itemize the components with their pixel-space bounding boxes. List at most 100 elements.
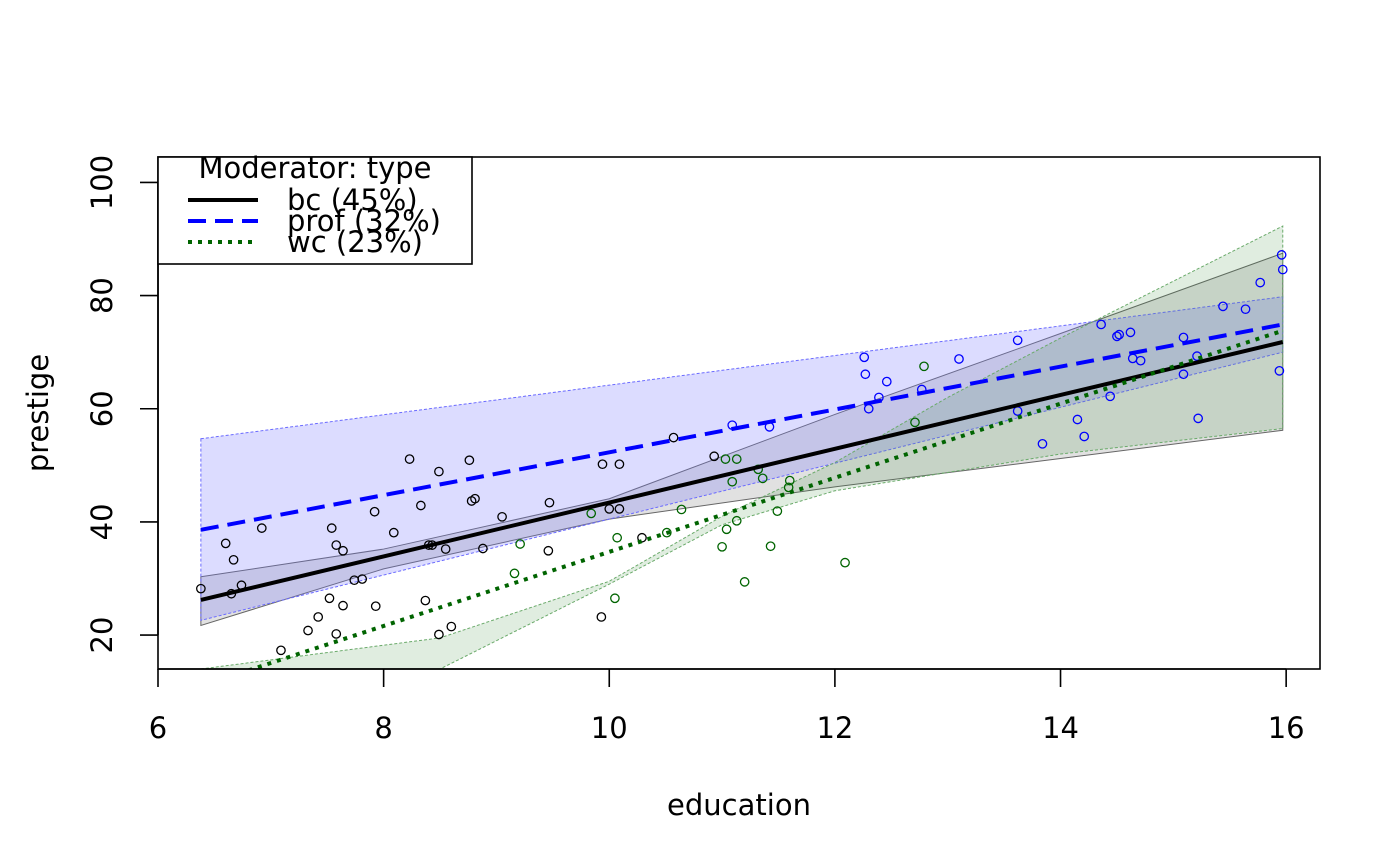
point-bc [228,554,239,565]
point-bc [220,538,231,549]
point-wc [757,473,768,484]
point-wc [720,454,731,464]
point-prof [1135,355,1146,366]
y-axis-label: prestige [21,354,55,472]
point-wc [731,515,742,526]
point-bc [434,629,444,640]
point-bc [470,493,480,504]
point-prof [1274,366,1285,376]
point-wc [676,504,687,515]
point-bc [478,543,488,554]
point-wc [721,524,732,535]
legend-label: prof (32%) [287,204,441,238]
y-tick-label: 100 [85,155,119,210]
point-wc [612,532,623,543]
x-tick-label: 8 [374,711,392,745]
point-bc [597,459,608,470]
x-tick-label: 12 [816,711,853,745]
point-bc [404,454,415,464]
x-axis: 6 8 10 12 14 16 [149,668,1305,745]
point-bc [370,601,381,612]
point-prof [1255,277,1266,288]
point-prof [1079,431,1090,442]
x-tick-label: 10 [591,711,628,745]
point-wc [586,508,597,519]
point-bc [434,466,444,477]
point-wc [910,417,920,428]
point-bc [369,506,380,517]
point-bc [331,629,342,639]
point-prof [1012,335,1023,346]
point-prof [1072,414,1083,425]
point-bc [440,544,451,554]
point-prof [1096,319,1106,330]
legend-label: wc (23%) [287,225,423,259]
point-bc [446,621,457,632]
legend-entries: bc (45%)prof (32%)wc (23%) [188,183,441,259]
point-prof [954,354,964,364]
point-bc [543,545,554,556]
band-wc [200,225,1284,669]
point-prof [1114,329,1125,340]
point-prof [859,352,870,363]
point-bc [303,625,313,636]
point-wc [772,506,783,517]
point-bc [614,459,625,470]
point-bc [596,612,607,622]
point-bc [464,455,475,466]
point-prof [1240,304,1251,315]
point-bc [326,523,337,533]
point-prof [1112,331,1122,342]
point-wc [509,568,520,579]
point-bc [637,532,647,543]
point-bc [324,593,335,604]
fit-lines [200,322,1284,669]
point-bc [709,451,720,462]
point-bc [416,500,426,511]
point-prof [1037,438,1048,449]
point-wc [717,541,727,552]
point-prof [1276,250,1287,260]
point-prof [1277,264,1288,275]
point-wc [727,476,738,487]
point-wc [765,541,776,552]
x-axis-label: education [667,788,811,822]
point-wc [739,577,750,587]
x-tick-label: 14 [1042,711,1079,745]
point-bc [331,540,342,550]
point-wc [731,454,742,464]
fit-line-bc [200,340,1284,602]
confidence-bands [200,225,1284,669]
point-wc [783,482,794,493]
point-bc [313,612,324,622]
point-bc [338,545,348,556]
point-bc [256,523,267,533]
point-bc [544,497,555,508]
point-wc [919,361,929,372]
point-bc [357,574,368,584]
legend-title: Moderator: type [198,151,431,185]
point-bc [604,504,615,514]
point-wc [784,475,795,486]
fit-line-prof [200,322,1284,532]
x-tick-label: 16 [1268,711,1305,745]
point-prof [1125,327,1136,338]
point-prof [1193,413,1204,424]
point-wc [610,593,620,604]
point-prof [1178,369,1189,380]
point-wc [840,557,850,568]
point-prof [881,376,892,387]
x-tick-label: 6 [149,711,167,745]
y-tick-label: 80 [85,277,119,314]
band-bc [200,252,1284,627]
y-tick-label: 20 [85,617,119,654]
y-axis: 20 40 60 80 100 [85,155,159,654]
point-prof [1105,391,1116,402]
point-bc [338,600,348,611]
legend: Moderator: type bc (45%)prof (32%)wc (23… [157,151,473,265]
point-bc [388,527,399,538]
point-bc [497,511,507,522]
legend-label: bc (45%) [287,183,418,217]
data-points [196,250,1288,656]
